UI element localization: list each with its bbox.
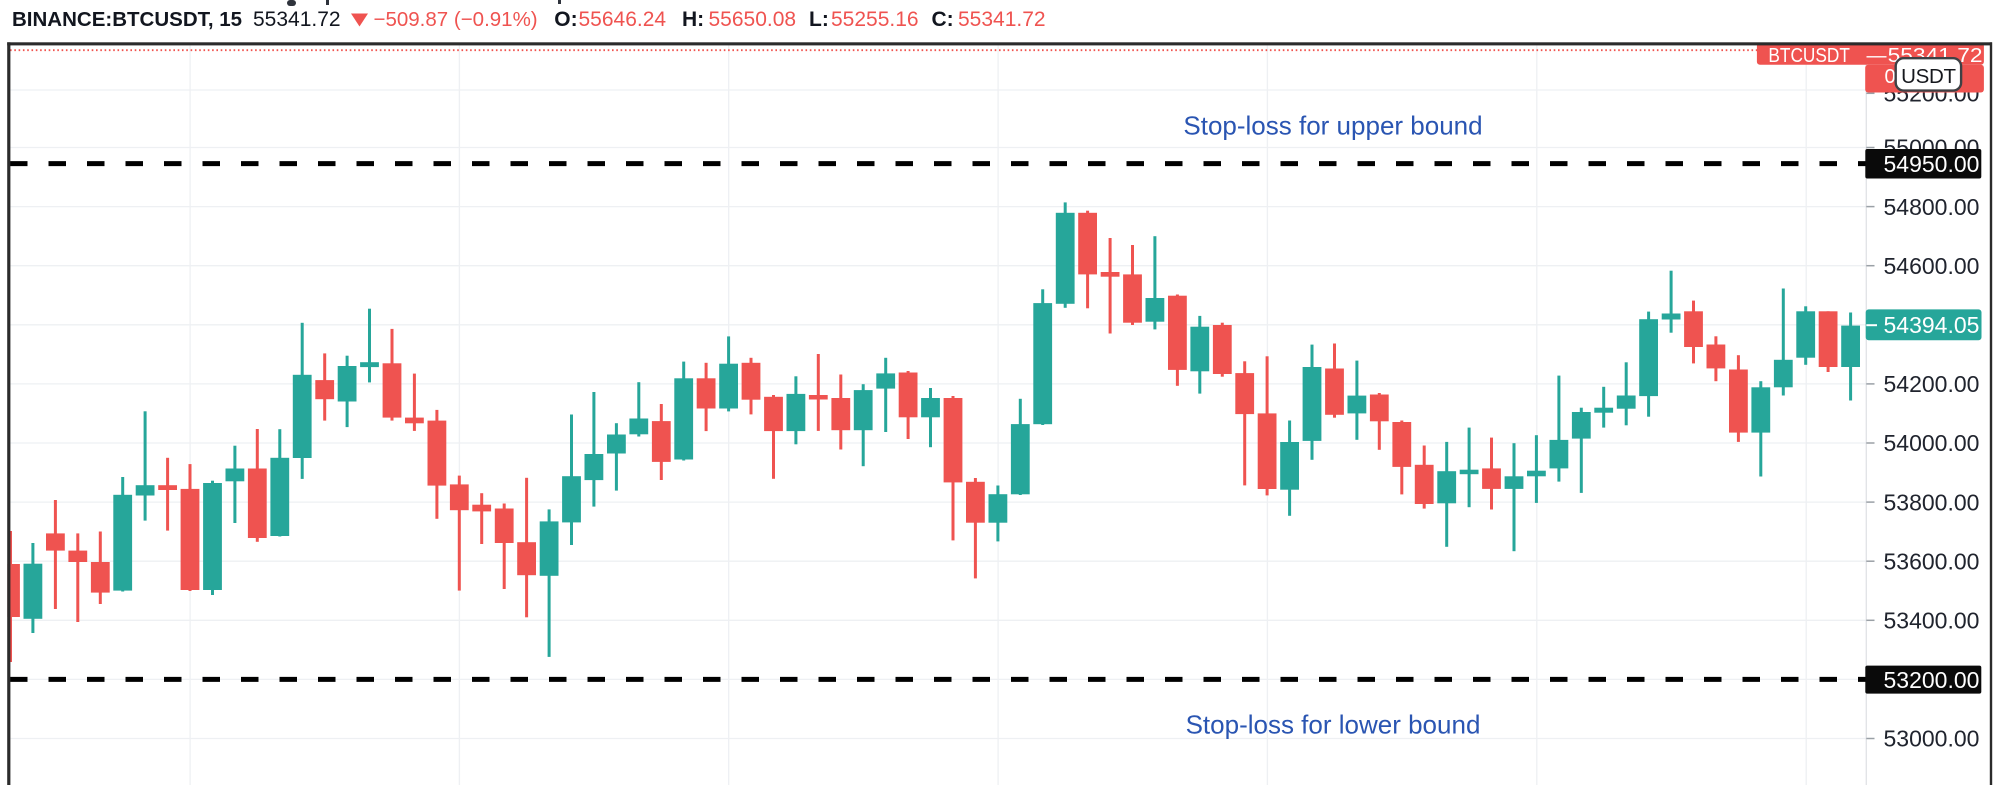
svg-text:53600.00: 53600.00 [1884,548,1980,574]
svg-text:0: 0 [1885,66,1896,88]
svg-text:USDT: USDT [1901,65,1956,88]
svg-text:54950.00: 54950.00 [1884,151,1980,177]
svg-text:54600.00: 54600.00 [1884,253,1980,279]
svg-text:Stop-loss for upper bound: Stop-loss for upper bound [1183,111,1482,141]
svg-text:—: — [1867,45,1887,67]
svg-text:53400.00: 53400.00 [1884,608,1980,634]
svg-text:L:: L: [809,8,829,31]
svg-text:55341.72: 55341.72 [958,8,1046,31]
svg-text:54000.00: 54000.00 [1884,430,1980,456]
svg-text:Stop-loss for lower bound: Stop-loss for lower bound [1186,710,1481,740]
svg-text:C:: C: [932,8,954,31]
svg-text:55646.24: 55646.24 [579,8,667,31]
svg-text:54200.00: 54200.00 [1884,371,1980,397]
svg-text:53000.00: 53000.00 [1884,726,1980,752]
svg-text:BTCUSDT: BTCUSDT [1768,45,1850,67]
svg-text:55341.72: 55341.72 [253,8,341,31]
svg-text:−509.87 (−0.91%): −509.87 (−0.91%) [374,8,538,31]
svg-text:55650.08: 55650.08 [709,8,797,31]
svg-text:54800.00: 54800.00 [1884,194,1980,220]
svg-text:53200.00: 53200.00 [1884,667,1980,693]
svg-text:H:: H: [682,8,704,31]
svg-text:BINANCE:BTCUSDT, 15: BINANCE:BTCUSDT, 15 [12,8,242,31]
svg-text:54394.05: 54394.05 [1884,312,1980,338]
svg-text:O:: O: [554,8,577,31]
svg-text:53800.00: 53800.00 [1884,489,1980,515]
svg-text:55255.16: 55255.16 [831,8,919,31]
